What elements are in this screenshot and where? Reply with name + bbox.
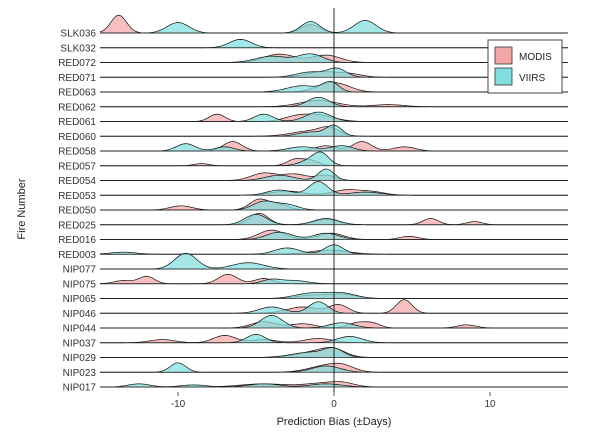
x-tick-label: -10 xyxy=(171,399,186,410)
density-area-modis xyxy=(100,274,568,284)
ridges xyxy=(99,8,568,392)
y-tick-label: RED061 xyxy=(58,117,96,128)
x-tick-label: 10 xyxy=(484,399,496,410)
y-tick-label: NIP029 xyxy=(63,353,97,364)
y-tick-label: RED063 xyxy=(58,88,96,99)
legend: MODIS VIIRS xyxy=(487,39,563,94)
y-tick-label: SLK036 xyxy=(60,29,96,40)
y-tick-label: RED071 xyxy=(58,73,96,84)
density-area-viirs xyxy=(100,253,568,269)
y-tick-labels: SLK036 SLK032 RED072 RED071 RED063 RED062 RED0… xyxy=(58,29,96,394)
y-axis-title: Fire Number xyxy=(16,178,28,239)
y-tick-label: RED050 xyxy=(58,206,96,217)
y-tick-label: NIP023 xyxy=(63,368,97,379)
y-tick-label: RED003 xyxy=(58,250,96,261)
y-tick-label: NIP046 xyxy=(63,309,97,320)
legend-label-modis: MODIS xyxy=(519,52,552,63)
y-tick-label: NIP017 xyxy=(63,383,97,394)
y-tick-label: RED054 xyxy=(58,176,96,187)
x-axis: -10 0 10 xyxy=(171,392,496,410)
y-tick-label: NIP037 xyxy=(63,338,97,349)
y-tick-label: RED025 xyxy=(58,220,96,231)
y-tick-label: NIP075 xyxy=(63,279,97,290)
legend-swatch-viirs xyxy=(494,67,513,86)
y-tick-label: RED062 xyxy=(58,102,96,113)
y-tick-label: NIP077 xyxy=(63,265,97,276)
y-tick-label: NIP065 xyxy=(63,294,97,305)
y-tick-label: RED016 xyxy=(58,235,96,246)
y-tick-label: RED072 xyxy=(58,58,96,69)
y-tick-label: RED057 xyxy=(58,161,96,172)
x-tick-label: 0 xyxy=(331,399,337,410)
y-tick-label: RED053 xyxy=(58,191,96,202)
x-axis-title: Prediction Bias (±Days) xyxy=(277,416,392,428)
y-tick-label: RED060 xyxy=(58,132,96,143)
legend-swatch-modis xyxy=(494,46,513,65)
y-tick-label: RED058 xyxy=(58,147,96,158)
y-tick-label: NIP044 xyxy=(63,324,97,335)
y-tick-label: SLK032 xyxy=(60,43,96,54)
legend-label-viirs: VIIRS xyxy=(519,73,545,84)
